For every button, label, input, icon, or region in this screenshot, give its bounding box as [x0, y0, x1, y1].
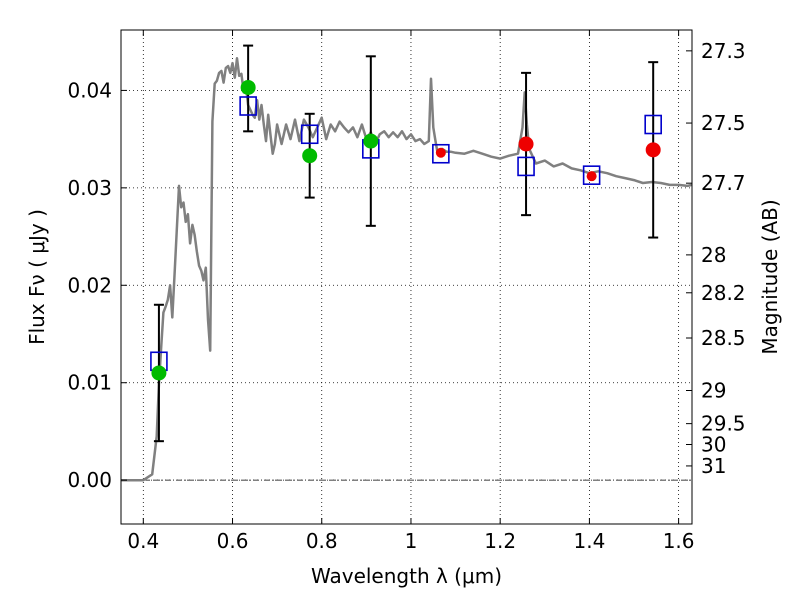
y-tick-label: 0.01 — [67, 371, 112, 395]
x-tick-label: 1.4 — [573, 529, 605, 553]
y-tick-label: 0.00 — [67, 468, 112, 492]
model-square-marker — [300, 124, 319, 145]
plot-content — [121, 44, 692, 482]
y2-tick-label: 29 — [701, 379, 726, 403]
green-data-point — [151, 365, 167, 381]
model-square-marker — [432, 143, 450, 164]
y2-tick-label: 29.5 — [701, 412, 746, 436]
model-square-marker — [239, 96, 257, 116]
model-square-marker — [582, 165, 601, 185]
model-square-marker — [517, 156, 535, 177]
grid — [121, 30, 692, 524]
y2-tick-label: 28.2 — [701, 281, 746, 305]
y2-tick-label: 28.5 — [701, 326, 746, 350]
x-tick-label: 1.6 — [663, 529, 695, 553]
red-data-point — [518, 136, 534, 152]
y-tick-label: 0.02 — [67, 273, 112, 297]
y2-tick-label: 27.7 — [701, 171, 746, 195]
red-data-point — [645, 142, 661, 158]
y2-tick-label: 27.5 — [701, 111, 746, 135]
x-axis-label: Wavelength λ (μm) — [311, 564, 502, 588]
right-axis-label: Magnitude (AB) — [758, 199, 782, 354]
y-tick-label: 0.04 — [67, 78, 112, 102]
x-tick-label: 0.8 — [306, 529, 338, 553]
red-data-point — [435, 147, 446, 158]
y2-tick-label: 30 — [701, 432, 726, 456]
y-tick-label: 0.03 — [67, 176, 112, 200]
y2-tick-label: 28 — [701, 243, 726, 267]
x-tick-label: 0.6 — [217, 529, 249, 553]
y-axis-label: Flux Fν ( μJy ) — [25, 209, 49, 345]
model-square-marker — [644, 114, 662, 135]
y2-tick-label: 27.3 — [701, 39, 746, 63]
plot-frame — [120, 29, 693, 525]
x-tick-label: 1.2 — [484, 529, 516, 553]
green-data-point — [240, 79, 256, 95]
green-data-point — [302, 148, 318, 164]
green-data-point — [363, 133, 379, 149]
x-tick-label: 0.4 — [127, 529, 159, 553]
y2-tick-label: 31 — [701, 454, 726, 478]
x-tick-label: 1 — [405, 529, 418, 553]
axis-ticks: 0.4 0.6 0.8 1 1.2 1.4 1.6 0.00 0.01 0.02 0.03 0.04 2… — [67, 30, 746, 553]
red-data-point — [586, 171, 597, 182]
